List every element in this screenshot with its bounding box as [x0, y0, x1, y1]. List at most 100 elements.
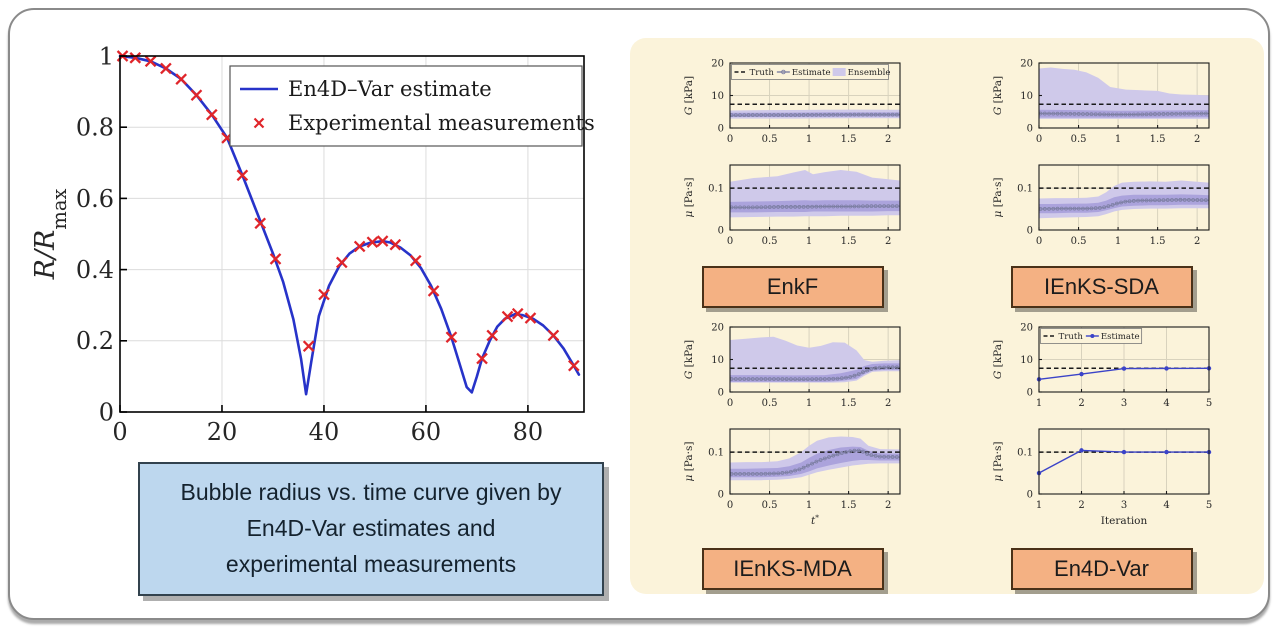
svg-text:5: 5 [1205, 500, 1211, 511]
svg-text:10: 10 [711, 91, 724, 102]
svg-text:0: 0 [717, 388, 723, 399]
svg-text:2: 2 [1078, 500, 1084, 511]
svg-text:1: 1 [805, 236, 811, 247]
method-label-ienks-mda: IEnKS-MDA [701, 548, 884, 590]
svg-text:20: 20 [711, 59, 724, 70]
svg-text:0: 0 [1035, 236, 1041, 247]
svg-text:0: 0 [717, 226, 723, 237]
svg-text:60: 60 [411, 418, 442, 446]
svg-text:1: 1 [805, 398, 811, 409]
svg-text:10: 10 [1020, 355, 1033, 366]
svg-text:0.6: 0.6 [76, 185, 114, 213]
svg-text:Ensemble: Ensemble [847, 68, 890, 78]
chart-enkf-mu: 0 0.5 1 1.5 2 0 0.1 μ [Pa·s] [678, 160, 908, 256]
svg-text:3: 3 [1120, 500, 1126, 511]
method-group-en4d-var: 1 2 3 4 5 0 10 20 G [kPa] Truth Estimate 1 2 3 4 5 0 0.1 μ… [947, 318, 1256, 590]
svg-text:0: 0 [726, 500, 732, 511]
svg-text:1: 1 [805, 500, 811, 511]
left-section: 0 20 40 60 80 0 0.2 0.4 0.6 0.8 1 R/Rmax En4D–Var es… [26, 32, 626, 612]
svg-text:1.5: 1.5 [1149, 134, 1165, 145]
chart-svg-ienks-sda-mu: 0 0.5 1 1.5 2 0 0.1 μ [Pa·s] [992, 164, 1210, 247]
svg-text:0.1: 0.1 [708, 448, 724, 459]
svg-text:2: 2 [1193, 236, 1199, 247]
svg-text:0.5: 0.5 [1070, 134, 1086, 145]
method-label-ienks-sda: IEnKS-SDA [1010, 266, 1193, 308]
svg-text:20: 20 [1020, 59, 1033, 70]
svg-text:0: 0 [726, 398, 732, 409]
svg-text:G [kPa]: G [kPa] [683, 340, 695, 379]
svg-text:0.1: 0.1 [708, 184, 724, 195]
svg-text:μ [Pa·s]: μ [Pa·s] [683, 442, 695, 482]
svg-text:0: 0 [1026, 388, 1032, 399]
caption-line-1: Bubble radius vs. time curve given by [180, 479, 562, 505]
svg-text:Iteration: Iteration [1100, 515, 1147, 527]
svg-text:1: 1 [1114, 134, 1120, 145]
svg-text:μ [Pa·s]: μ [Pa·s] [992, 442, 1004, 482]
chart-svg-en4dvar-g: 1 2 3 4 5 0 10 20 G [kPa] Truth Estimate [992, 323, 1212, 410]
svg-text:2: 2 [884, 236, 890, 247]
svg-text:5: 5 [1205, 398, 1211, 409]
svg-text:4: 4 [1163, 398, 1169, 409]
chart-en4dvar-g: 1 2 3 4 5 0 10 20 G [kPa] Truth Estimate [987, 322, 1217, 418]
chart-en4dvar-mu: 1 2 3 4 5 0 0.1 μ [Pa·s] Iteration [987, 424, 1217, 538]
svg-text:En4D–Var estimate: En4D–Var estimate [288, 77, 492, 101]
chart-ienks-sda-g: 0 0.5 1 1.5 2 0 10 20 G [kPa] [987, 58, 1217, 154]
svg-text:0: 0 [1026, 490, 1032, 501]
svg-text:0: 0 [1026, 226, 1032, 237]
figure-card: 0 20 40 60 80 0 0.2 0.4 0.6 0.8 1 R/Rmax En4D–Var es… [8, 8, 1270, 620]
svg-text:0: 0 [717, 124, 723, 135]
svg-text:2: 2 [884, 500, 890, 511]
svg-text:Estimate: Estimate [791, 68, 830, 78]
svg-text:2: 2 [884, 398, 890, 409]
svg-text:t*: t* [811, 513, 819, 528]
svg-text:4: 4 [1163, 500, 1169, 511]
svg-text:0.5: 0.5 [761, 398, 777, 409]
svg-text:1.5: 1.5 [840, 500, 856, 511]
svg-text:0.2: 0.2 [76, 327, 114, 355]
method-label-enkf: EnkF [701, 266, 884, 308]
chart-ienks-sda-mu: 0 0.5 1 1.5 2 0 0.1 μ [Pa·s] [987, 160, 1217, 256]
svg-text:80: 80 [513, 418, 544, 446]
svg-text:Truth: Truth [1058, 332, 1083, 342]
svg-text:0.5: 0.5 [1070, 236, 1086, 247]
svg-text:20: 20 [207, 418, 238, 446]
svg-text:10: 10 [711, 355, 724, 366]
svg-text:0: 0 [1035, 134, 1041, 145]
chart-svg-enkf-mu: 0 0.5 1 1.5 2 0 0.1 μ [Pa·s] [683, 164, 901, 247]
svg-text:20: 20 [1020, 323, 1033, 334]
svg-text:1: 1 [99, 42, 114, 70]
svg-text:2: 2 [1193, 134, 1199, 145]
chart-svg-en4dvar-mu: 1 2 3 4 5 0 0.1 μ [Pa·s] Iteration [992, 428, 1212, 527]
caption-line-3: experimental measurements [225, 551, 517, 577]
svg-text:Experimental measurements: Experimental measurements [288, 111, 595, 135]
caption-box: Bubble radius vs. time curve given by En… [138, 462, 604, 596]
method-group-ienks-sda: 0 0.5 1 1.5 2 0 10 20 G [kPa] 0 0.5 1 1.5 2 0 0.1 μ [Pa·… [947, 54, 1256, 308]
svg-text:20: 20 [711, 323, 724, 334]
method-groups: 0 0.5 1 1.5 2 0 10 20 G [kPa] Truth Estimate Ensemb… [630, 38, 1264, 600]
svg-text:G [kPa]: G [kPa] [992, 76, 1004, 115]
svg-text:0: 0 [717, 490, 723, 501]
svg-text:1: 1 [1114, 236, 1120, 247]
svg-text:10: 10 [1020, 91, 1033, 102]
svg-text:μ [Pa·s]: μ [Pa·s] [683, 178, 695, 218]
caption-line-2: En4D-Var estimates and [246, 515, 496, 541]
svg-text:1.5: 1.5 [840, 236, 856, 247]
svg-text:0.5: 0.5 [761, 500, 777, 511]
svg-text:2: 2 [884, 134, 890, 145]
chart-enkf-g: 0 0.5 1 1.5 2 0 10 20 G [kPa] Truth Estimate Ensemb… [678, 58, 908, 154]
svg-text:0.1: 0.1 [1017, 184, 1033, 195]
bubble-radius-chart: 0 20 40 60 80 0 0.2 0.4 0.6 0.8 1 R/Rmax En4D–Var es… [30, 42, 595, 446]
svg-text:1.5: 1.5 [840, 134, 856, 145]
svg-text:1: 1 [1035, 500, 1041, 511]
right-panel: 0 0.5 1 1.5 2 0 10 20 G [kPa] Truth Estimate Ensemb… [630, 38, 1264, 594]
svg-text:1.5: 1.5 [1149, 236, 1165, 247]
svg-text:0: 0 [726, 134, 732, 145]
method-group-enkf: 0 0.5 1 1.5 2 0 10 20 G [kPa] Truth Estimate Ensemb… [638, 54, 947, 308]
svg-text:Truth: Truth [749, 68, 774, 78]
chart-ienks-mda-g: 0 0.5 1 1.5 2 0 10 20 G [kPa] [678, 322, 908, 418]
method-label-en4d-var: En4D-Var [1010, 548, 1193, 590]
